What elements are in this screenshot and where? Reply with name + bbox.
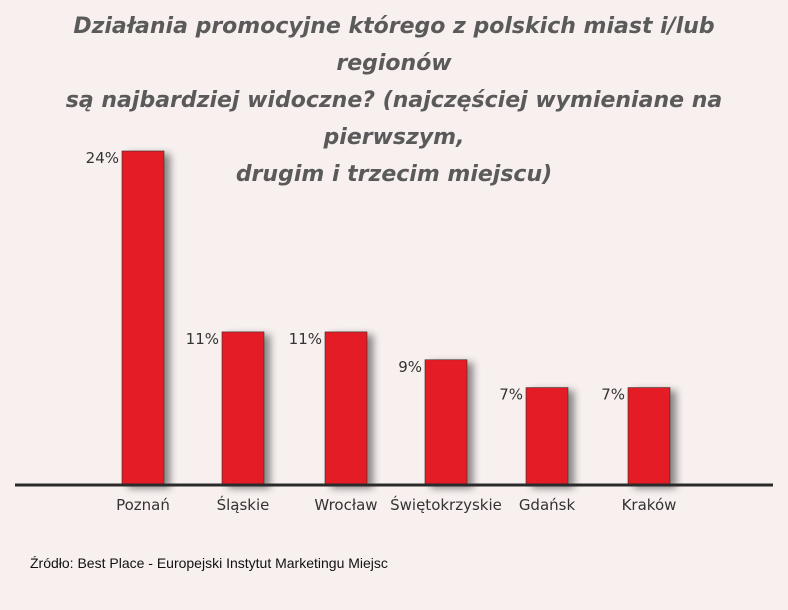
category-label-1: Poznań: [116, 496, 170, 514]
value-labels-group: 24% 11% 11% 9% 7% 7%: [86, 149, 625, 404]
chart-title: Działania promocyjne którego z polskich …: [40, 8, 748, 193]
bar-5: [525, 387, 569, 486]
category-label-3: Wrocław: [314, 496, 377, 514]
category-label-4: Świętokrzyskie: [390, 495, 502, 514]
value-label-1: 24%: [86, 149, 119, 167]
bar-4: [424, 359, 468, 486]
chart-title-line-2: są najbardziej widoczne? (najczęściej wy…: [65, 88, 723, 150]
source-note: Źródło: Best Place - Europejski Instytut…: [30, 555, 388, 571]
value-label-3: 11%: [289, 330, 322, 348]
category-labels-group: Poznań Śląskie Wrocław Świętokrzyskie Gdańsk…: [116, 495, 676, 514]
category-label-5: Gdańsk: [519, 496, 576, 514]
value-label-6: 7%: [601, 386, 625, 404]
category-label-6: Kraków: [622, 496, 677, 514]
value-label-4: 9%: [398, 358, 422, 376]
bars-group: [121, 150, 671, 486]
bar-6: [627, 387, 671, 486]
bar-1: [121, 150, 165, 486]
chart-title-line-3: drugim i trzecim miejscu): [235, 162, 553, 187]
bar-2: [221, 331, 265, 486]
value-label-5: 7%: [499, 386, 523, 404]
category-label-2: Śląskie: [217, 495, 270, 514]
bar-3: [324, 331, 368, 486]
value-label-2: 11%: [186, 330, 219, 348]
chart-title-line-1: Działania promocyjne którego z polskich …: [73, 14, 715, 76]
